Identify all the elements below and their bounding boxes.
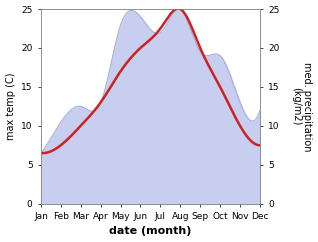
Y-axis label: med. precipitation
(kg/m2): med. precipitation (kg/m2) bbox=[291, 61, 313, 151]
X-axis label: date (month): date (month) bbox=[109, 227, 192, 236]
Y-axis label: max temp (C): max temp (C) bbox=[5, 73, 16, 140]
